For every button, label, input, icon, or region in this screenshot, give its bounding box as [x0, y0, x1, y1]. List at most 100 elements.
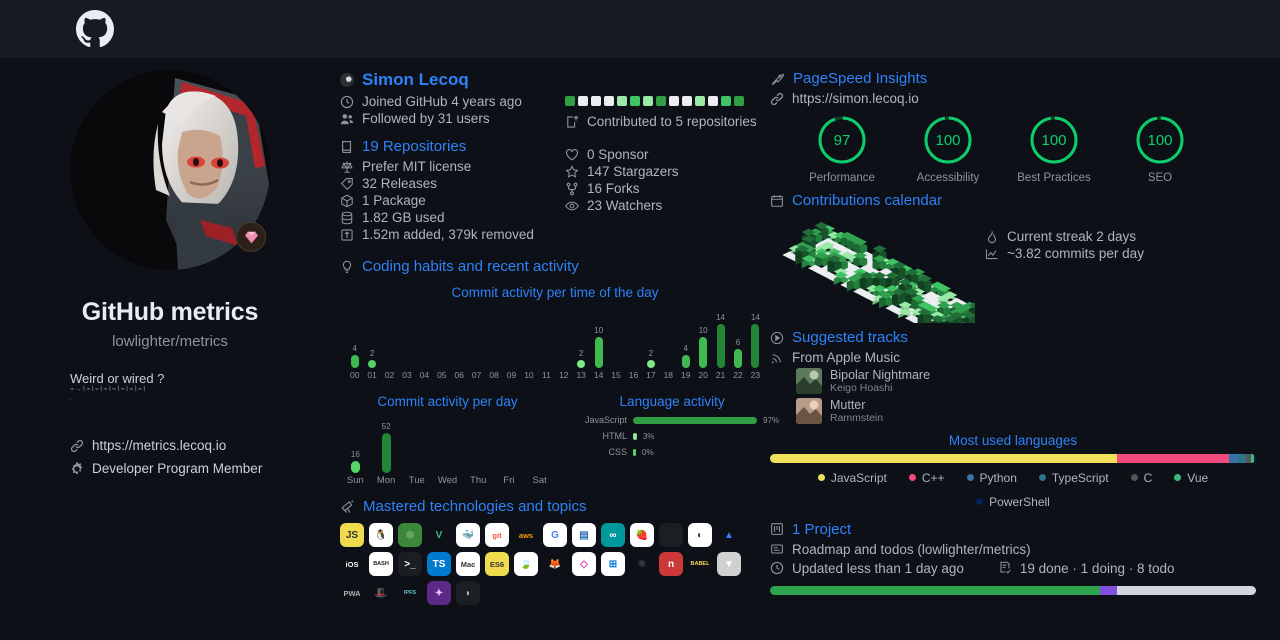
track-name: Bipolar Nightmare: [830, 368, 931, 382]
profile-name: Simon Lecoq: [362, 70, 469, 89]
language-activity-pct: 0%: [642, 447, 654, 457]
raspberrypi-icon[interactable]: 🍓: [630, 523, 654, 547]
windows-icon[interactable]: ⊞: [601, 552, 625, 576]
language-legend-label: Vue: [1187, 470, 1209, 485]
pagespeed-score-label: Performance: [809, 172, 875, 184]
law-icon: [340, 160, 354, 174]
language-color-dot: [976, 498, 984, 506]
hour-bar-column: [416, 306, 433, 368]
track-info: Bipolar Nightmare Keigo Hoashi: [830, 368, 930, 395]
packages-row: 1 Package: [340, 193, 555, 208]
streak-label: Current streak 2 days: [1007, 229, 1137, 244]
repositories-label: 19 Repositories: [362, 138, 467, 155]
vue-icon[interactable]: V: [427, 523, 451, 547]
babel-icon[interactable]: BABEL: [688, 552, 712, 576]
opera-icon[interactable]: ◐: [688, 523, 712, 547]
ipfs-icon[interactable]: IPFS: [398, 581, 422, 605]
git-icon[interactable]: git: [485, 523, 509, 547]
hour-bar: [350, 355, 359, 368]
javascript-icon[interactable]: JS: [340, 523, 364, 547]
hour-bar-value: 4: [352, 344, 357, 354]
vercel-icon[interactable]: ▼: [717, 552, 741, 576]
hour-bar-column: 10: [694, 306, 711, 368]
hour-axis-label: 01: [367, 370, 377, 380]
terminal-icon[interactable]: >_: [398, 552, 422, 576]
contribution-square: [656, 96, 666, 106]
commit-activity-day-chart: 16 52: [340, 415, 555, 473]
tracks-source-row: From Apple Music: [770, 350, 1256, 365]
redhat-icon[interactable]: 🎩: [369, 581, 393, 605]
track-artwork: [796, 398, 822, 425]
bash-icon[interactable]: BASH: [369, 552, 393, 576]
azure-icon[interactable]: ▲: [717, 523, 741, 547]
database-icon: [340, 211, 354, 225]
technologies-heading[interactable]: Mastered technologies and topics: [340, 498, 770, 515]
pagespeed-url-row[interactable]: https://simon.lecoq.io: [770, 91, 1256, 106]
hour-bar-column: [555, 306, 572, 368]
track-item[interactable]: Bipolar Nightmare Keigo Hoashi: [796, 368, 1256, 395]
docker-icon[interactable]: 🐳: [456, 523, 480, 547]
es6-icon[interactable]: ES6: [485, 552, 509, 576]
packages-label: 1 Package: [362, 193, 426, 208]
average-row: ~3.82 commits per day: [985, 246, 1144, 261]
hour-bar-column: [625, 306, 642, 368]
github-icon[interactable]: [659, 523, 683, 547]
main-metrics-column: Simon Lecoq Joined GitHub 4 years ago Fo…: [340, 58, 779, 640]
graph-icon: [985, 247, 999, 261]
contributed-label: Contributed to 5 repositories: [587, 114, 757, 129]
react-icon[interactable]: ⚛: [630, 552, 654, 576]
contribution-square: [695, 96, 705, 106]
diff-icon: [340, 228, 354, 242]
language-legend-label: Python: [979, 470, 1017, 485]
track-item[interactable]: Mutter Rammstein: [796, 398, 1256, 425]
pwa-icon[interactable]: PWA: [340, 581, 364, 605]
tracks-heading[interactable]: Suggested tracks: [770, 329, 1256, 346]
track-artwork: [796, 368, 822, 395]
mongodb-icon[interactable]: 🍃: [514, 552, 538, 576]
linux-icon[interactable]: 🐧: [369, 523, 393, 547]
repositories-row[interactable]: 19 Repositories: [340, 138, 555, 155]
arduino-icon[interactable]: ∞: [601, 523, 625, 547]
hour-bar: [733, 349, 742, 368]
hour-bar-column: [485, 306, 502, 368]
typescript-icon[interactable]: TS: [427, 552, 451, 576]
calendar-heading[interactable]: Contributions calendar: [770, 192, 1256, 209]
hour-bar-column: 6: [729, 306, 746, 368]
website-row[interactable]: https://metrics.lecoq.io: [70, 438, 270, 453]
database-icon[interactable]: ▤: [572, 523, 596, 547]
project-name-row: Roadmap and todos (lowlighter/metrics): [770, 542, 1256, 557]
contribution-squares: [565, 96, 770, 106]
coding-habits-label: Coding habits and recent activity: [362, 258, 579, 275]
fabric-icon[interactable]: ✦: [427, 581, 451, 605]
project-tasks-row: 19 done · 1 doing · 8 todo: [998, 561, 1175, 576]
graphql-icon[interactable]: ◇: [572, 552, 596, 576]
npm-icon[interactable]: n: [659, 552, 683, 576]
language-segment: [1238, 453, 1246, 463]
flame-icon: [985, 230, 999, 244]
day-bar-column: [432, 415, 463, 473]
nodejs-icon[interactable]: ⬢: [398, 523, 422, 547]
hour-axis-label: 11: [541, 370, 551, 380]
streak-row: Current streak 2 days: [985, 229, 1144, 244]
project-name: Roadmap and todos (lowlighter/metrics): [792, 541, 1031, 557]
firefox-icon[interactable]: 🦊: [543, 552, 567, 576]
contribution-square: [604, 96, 614, 106]
moon-icon[interactable]: ◗: [456, 581, 480, 605]
average-label: ~3.82 commits per day: [1007, 246, 1144, 261]
rocket-icon: [770, 71, 785, 86]
day-axis-label: Sun: [346, 475, 364, 486]
hour-bar-value: 6: [735, 338, 741, 348]
macos-icon[interactable]: Mac: [456, 552, 480, 576]
google-icon[interactable]: G: [543, 523, 567, 547]
pagespeed-heading[interactable]: PageSpeed Insights: [770, 70, 1256, 87]
ios-icon[interactable]: iOS: [340, 552, 364, 576]
project-heading[interactable]: 1 Project: [770, 521, 1256, 538]
hour-bar-column: [398, 306, 415, 368]
aws-icon[interactable]: aws: [514, 523, 538, 547]
coding-habits-heading[interactable]: Coding habits and recent activity: [340, 258, 770, 275]
pagespeed-score-value: 100: [935, 131, 961, 149]
hour-axis-label: 21: [715, 370, 726, 380]
hour-bar: [577, 360, 586, 368]
language-legend-item: Python: [966, 470, 1017, 485]
profile-name-row[interactable]: Simon Lecoq: [340, 70, 555, 90]
